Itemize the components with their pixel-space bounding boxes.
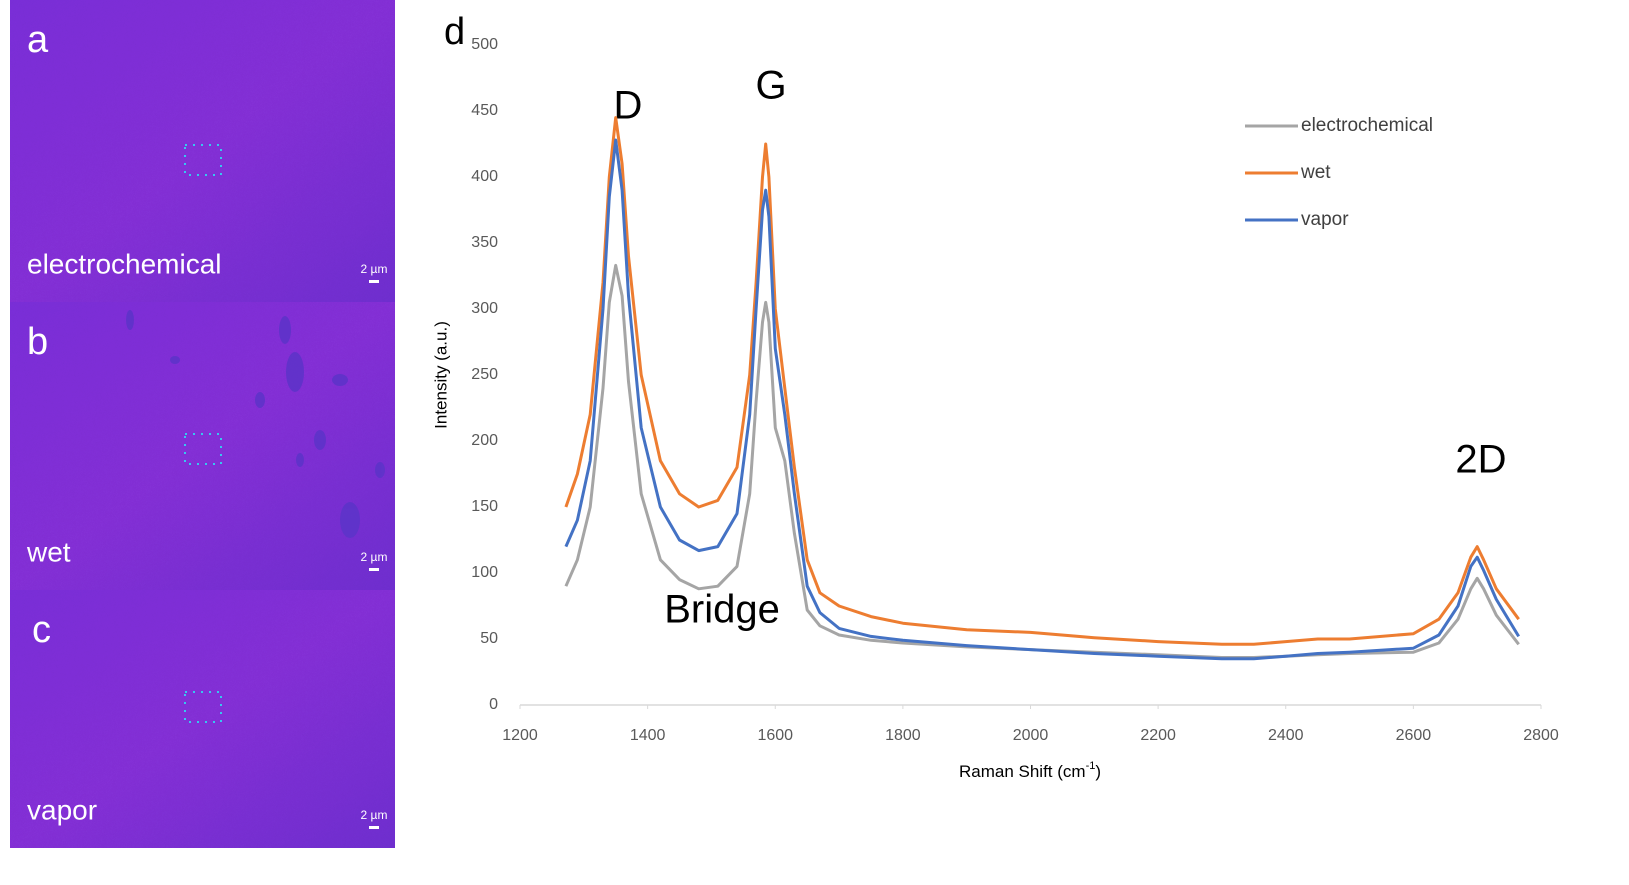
scale-label: 2 µm [361, 808, 388, 822]
panel-letter: c [32, 609, 51, 651]
x-tick-label: 2400 [1268, 727, 1304, 744]
y-tick-label: 100 [471, 564, 498, 581]
micrograph [10, 590, 395, 848]
peak-annotation: Bridge [664, 588, 780, 632]
y-tick-label: 300 [471, 300, 498, 317]
scale-label: 2 µm [361, 262, 388, 276]
legend-label: electrochemical [1301, 115, 1433, 136]
x-tick-label: 1600 [757, 727, 793, 744]
x-tick-label: 1200 [502, 727, 538, 744]
scale-bar [369, 280, 379, 283]
x-tick-label: 1800 [885, 727, 921, 744]
panel-labels: a electrochemical 2 µm b wet 2 µm c vapor 2 µm [26, 19, 387, 829]
scan-areas [184, 144, 222, 723]
peak-annotation: G [755, 64, 786, 108]
panel-letter: a [27, 19, 49, 61]
x-axis-label-text: Raman Shift (cm [959, 762, 1086, 781]
legend-label: wet [1300, 162, 1331, 183]
x-axis-label-sup: -1 [1086, 760, 1096, 772]
scale-bar [369, 826, 379, 829]
panel-caption: electrochemical [27, 248, 222, 279]
x-tick-label: 2600 [1396, 727, 1432, 744]
y-tick-label: 400 [471, 168, 498, 185]
y-tick-label: 500 [471, 36, 498, 53]
x-tick-label: 2200 [1140, 727, 1176, 744]
scale-label: 2 µm [361, 550, 388, 564]
y-tick-label: 350 [471, 234, 498, 251]
y-tick-label: 450 [471, 102, 498, 119]
y-tick-label: 250 [471, 366, 498, 383]
x-axis-label: Raman Shift (cm-1) [959, 760, 1101, 782]
y-axis-label: Intensity (a.u.) [431, 321, 450, 429]
x-axis-label-suffix: ) [1095, 762, 1101, 781]
panel-letter: b [27, 321, 48, 363]
micrograph [10, 302, 395, 590]
x-tick-label: 2800 [1523, 727, 1559, 744]
x-tick-label: 2000 [1013, 727, 1049, 744]
peak-annotation: 2D [1455, 438, 1506, 482]
series-line [564, 263, 1520, 659]
y-tick-label: 0 [489, 696, 498, 713]
legend-label: vapor [1301, 209, 1349, 230]
micrograph [10, 0, 395, 302]
scale-bar [369, 568, 379, 571]
y-tick-label: 200 [471, 432, 498, 449]
micrographs [10, 0, 395, 848]
panel-letter: d [444, 11, 465, 53]
panel-caption: wet [26, 536, 71, 567]
y-tick-label: 50 [480, 630, 498, 647]
series-line [564, 138, 1520, 661]
chart: 0 50 100 150 200 250 300 350 400 450 500 1200 1400 16… [431, 11, 1558, 781]
panel-caption: vapor [27, 794, 97, 825]
x-tick-label: 1400 [630, 727, 666, 744]
peak-annotation: D [614, 84, 643, 128]
series-line [564, 116, 1520, 646]
y-tick-label: 150 [471, 498, 498, 515]
flake-defects [126, 310, 385, 538]
